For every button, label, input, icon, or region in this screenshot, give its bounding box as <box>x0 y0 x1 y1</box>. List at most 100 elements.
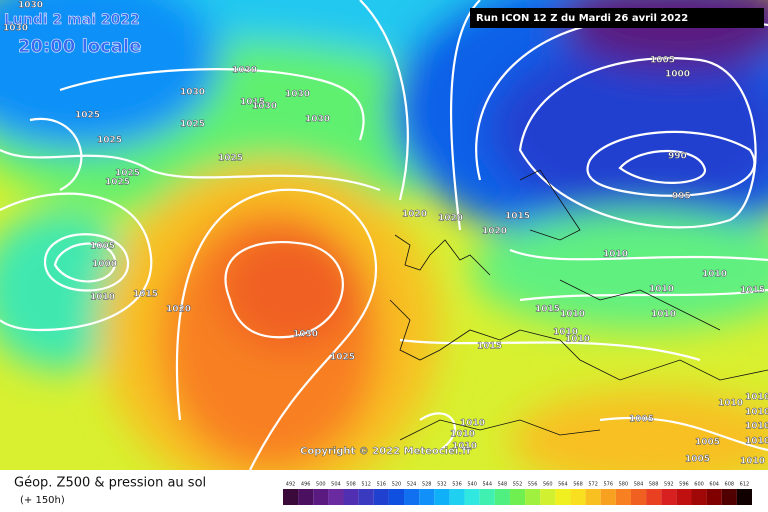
scale-cell <box>373 489 389 505</box>
scale-label: 580 <box>619 482 629 488</box>
isobar-label: 1030 <box>285 90 310 100</box>
scale-cell <box>509 489 526 505</box>
scale-label: 532 <box>437 482 447 488</box>
scale-cell <box>283 489 299 505</box>
isobar-label: 990 <box>668 152 687 162</box>
field <box>0 0 768 470</box>
isobar-label: 1005 <box>90 242 115 252</box>
isobar-label: 1025 <box>75 111 100 121</box>
isobar-label: 1015 <box>535 305 560 315</box>
isobar-label: 1010 <box>649 285 674 295</box>
legend-subtitle: (+ 150h) <box>20 495 65 506</box>
isobar-label: 1025 <box>97 136 122 146</box>
scale-cell <box>540 489 556 505</box>
scale-cell <box>449 489 465 505</box>
isobar-label: 1015 <box>133 290 158 300</box>
isobar-label: 1030 <box>3 24 28 34</box>
isobar-label: 1025 <box>330 353 355 363</box>
time-label: 20:00 locale <box>18 36 141 57</box>
isobar-label: 1030 <box>232 66 257 76</box>
scale-cell <box>661 489 677 505</box>
scale-label: 592 <box>664 482 674 488</box>
isobar-label: 1015 <box>740 286 765 296</box>
isobar-label: 1010 <box>745 393 768 403</box>
scale-cell <box>419 489 435 505</box>
scale-label: 600 <box>694 482 704 488</box>
isobar-label: 1000 <box>665 70 690 80</box>
isobar-label: 1010 <box>603 250 628 260</box>
isobar-label: 1005 <box>695 438 720 448</box>
isobar-label: 1025 <box>105 178 130 188</box>
isobar-label: 1015 <box>505 212 530 222</box>
isobar-label: 1030 <box>180 88 205 98</box>
scale-label: 492 <box>286 482 296 488</box>
scale-label: 604 <box>709 482 719 488</box>
scale-label: 508 <box>346 482 356 488</box>
isobar-label: 1025 <box>115 169 140 179</box>
scale-cell <box>388 489 405 505</box>
date-label: Lundi 2 mai 2022 <box>4 12 140 28</box>
scale-cell <box>721 489 737 505</box>
scale-cell <box>691 489 707 505</box>
isobar-label: 1015 <box>240 98 265 108</box>
isobar-label: 1010 <box>565 335 590 345</box>
scale-label: 576 <box>604 482 614 488</box>
isobar-label: 1010 <box>718 399 743 409</box>
isobar-label: 1030 <box>18 1 43 11</box>
copyright: Copyright © 2022 Meteociel.fr <box>300 446 471 457</box>
scale-label: 564 <box>558 482 568 488</box>
isobar-label: 1020 <box>402 210 427 220</box>
scale-cell <box>404 489 420 505</box>
scale-label: 560 <box>543 482 553 488</box>
isobar-label: 1005 <box>685 455 710 465</box>
isobar-label: 1000 <box>92 260 117 270</box>
scale-label: 612 <box>740 482 750 488</box>
isobar-label: 1010 <box>702 270 727 280</box>
scale-cell <box>646 489 662 505</box>
isobar-label: 1010 <box>553 328 578 338</box>
scale-cell <box>630 489 647 505</box>
scale-label: 528 <box>422 482 432 488</box>
scale-cell <box>328 489 344 505</box>
scale-label: 588 <box>649 482 659 488</box>
scale-label: 608 <box>725 482 735 488</box>
scale-cell <box>494 489 510 505</box>
isobar-label: 1010 <box>740 457 765 467</box>
scale-cell <box>706 489 722 505</box>
scale-label: 552 <box>513 482 523 488</box>
isobar-label: 1010 <box>460 419 485 429</box>
scale-cell <box>600 489 616 505</box>
isobar-label: 1030 <box>252 102 277 112</box>
isobar-label: 1015 <box>477 342 502 352</box>
isobar-label: 1010 <box>450 430 475 440</box>
scale-label: 556 <box>528 482 538 488</box>
scale-label: 548 <box>498 482 508 488</box>
isobar-label: 1025 <box>218 154 243 164</box>
isobar-label: 1005 <box>650 56 675 66</box>
scale-cell <box>298 489 314 505</box>
scale-cell <box>313 489 329 505</box>
legend-title: Géop. Z500 & pression au sol <box>14 476 206 491</box>
isobar-label: 1020 <box>166 305 191 315</box>
isobar-label: 1030 <box>293 330 318 340</box>
scale-label: 568 <box>573 482 583 488</box>
scale-cell <box>434 489 450 505</box>
scale-cell <box>479 489 495 505</box>
isobar-label: 1010 <box>651 310 676 320</box>
scale-label: 504 <box>331 482 341 488</box>
scale-cell <box>615 489 631 505</box>
isobar-label: 1020 <box>482 227 507 237</box>
isobar-label: 1030 <box>305 115 330 125</box>
scale-cell <box>570 489 586 505</box>
isobar-label: 1005 <box>629 415 654 425</box>
scale-cell <box>525 489 541 505</box>
scale-label: 524 <box>407 482 417 488</box>
scale-label: 512 <box>361 482 371 488</box>
scale-label: 596 <box>679 482 689 488</box>
scale-label: 500 <box>316 482 326 488</box>
isobar-label: 1010 <box>452 442 477 452</box>
scale-label: 544 <box>482 482 492 488</box>
isobar-label: 1010 <box>90 293 115 303</box>
